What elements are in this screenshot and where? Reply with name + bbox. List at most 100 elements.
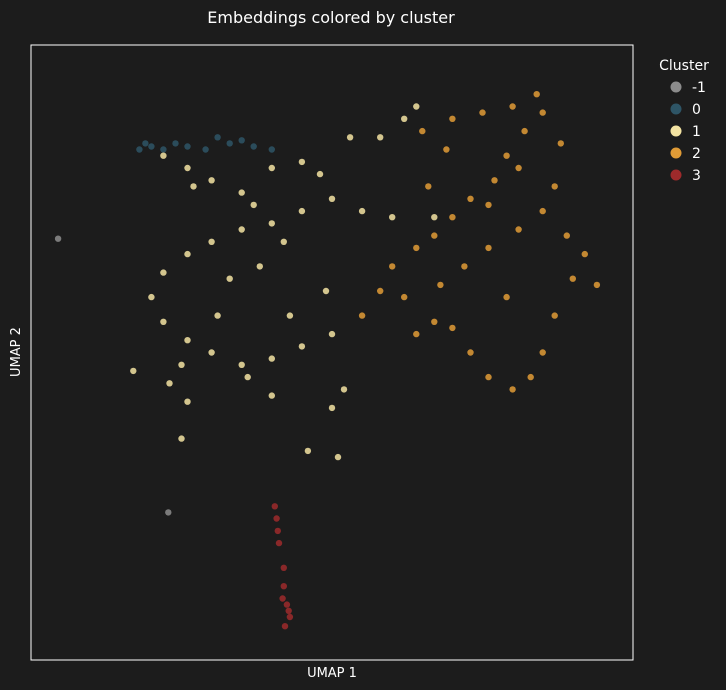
point-cluster-1-16 [184,337,191,344]
series-cluster--1 [54,235,172,516]
point-cluster-0-9 [268,146,275,153]
point-cluster-2-14 [377,287,384,295]
point-cluster-1-15 [160,318,167,325]
point-cluster-3-5 [280,583,287,590]
point-cluster-0-4 [184,143,191,150]
point-cluster-1-7 [328,195,336,202]
point-cluster-1-19 [268,355,275,362]
point-cluster-1-6 [316,170,324,178]
point-cluster-2-8 [491,177,498,184]
point-cluster-1-33 [304,447,312,455]
point-cluster-3-3 [275,539,283,547]
point-cluster-2-24 [569,275,576,282]
legend-marker--1 [670,81,682,93]
point-cluster-2-41 [503,293,510,301]
point-cluster-2-13 [389,263,396,270]
point-cluster-1-1 [184,164,191,172]
point-cluster-2-37 [551,183,558,190]
point-cluster-1-12 [184,250,191,258]
point-cluster-3-2 [274,527,281,535]
point-cluster-2-34 [485,201,492,209]
point-cluster-3-0 [271,503,278,510]
legend-marker-1 [670,125,682,137]
point-cluster-3-8 [281,623,289,630]
point-cluster-2-18 [461,263,468,270]
point-cluster-1-9 [268,220,275,227]
point-cluster-0-11 [214,134,221,141]
point-cluster-1-0 [160,152,167,159]
scatter-points [54,91,601,630]
point-cluster-1-39 [431,214,438,221]
point-cluster-3-6 [283,601,291,608]
point-cluster-1-25 [178,361,185,368]
series-cluster-3 [271,503,294,630]
point-cluster-3-7 [286,613,294,621]
legend-label-1: 1 [692,124,701,140]
point-cluster-0-2 [160,146,167,153]
point-cluster--1-0 [54,235,62,242]
point-cluster-2-0 [419,127,426,135]
point-cluster-0-6 [226,140,233,147]
legend-marker-3 [670,169,682,181]
point-cluster-1-34 [334,453,342,461]
point-cluster-1-36 [322,287,330,295]
legend-marker-2 [670,147,682,159]
point-cluster-1-37 [358,207,366,215]
point-cluster-2-38 [443,146,450,153]
point-cluster-1-42 [413,103,420,110]
point-cluster-0-7 [238,137,245,144]
legend-label--1: -1 [692,80,706,96]
point-cluster-1-17 [208,349,215,356]
point-cluster-2-2 [479,109,486,116]
point-cluster-2-1 [449,115,456,123]
x-axis-label: UMAP 1 [307,666,357,681]
point-cluster-2-33 [413,330,420,338]
point-cluster-1-27 [130,367,137,375]
point-cluster-0-0 [136,146,143,153]
point-cluster-3-4 [280,564,287,571]
point-cluster-1-29 [178,435,185,442]
point-cluster-1-28 [184,398,191,405]
point-cluster-2-36 [557,140,564,147]
point-cluster-2-31 [449,324,456,332]
point-cluster--1-1 [165,509,172,516]
chart-title: Embeddings colored by cluster [207,8,455,27]
point-cluster-1-18 [238,361,245,368]
point-cluster-2-21 [539,207,546,215]
point-cluster-1-40 [377,134,384,141]
point-cluster-1-10 [238,226,245,233]
point-cluster-1-13 [160,269,167,276]
point-cluster-2-9 [467,195,474,202]
point-cluster-2-12 [413,244,420,252]
point-cluster-2-11 [431,232,438,239]
plot-frame [30,44,634,661]
legend-label-3: 3 [692,168,701,184]
point-cluster-1-8 [298,207,306,215]
plot-area [30,44,634,661]
point-cluster-1-20 [298,343,306,350]
point-cluster-0-1 [148,143,155,150]
point-cluster-2-26 [539,349,546,356]
point-cluster-2-40 [593,281,601,289]
point-cluster-2-16 [401,293,408,301]
legend-marker-0 [670,103,682,115]
series-cluster-0 [136,134,275,153]
point-cluster-2-39 [425,183,432,190]
point-cluster-1-38 [389,214,396,221]
legend: Cluster -1 0 1 2 3 [659,58,709,184]
point-cluster-2-35 [515,164,522,172]
point-cluster-0-3 [172,140,179,147]
series-cluster-2 [358,91,601,393]
point-cluster-1-23 [256,263,263,270]
legend-label-2: 2 [692,146,701,162]
point-cluster-2-5 [539,109,546,116]
point-cluster-3-9 [285,607,292,614]
point-cluster-1-11 [208,238,215,245]
point-cluster-1-44 [190,183,197,190]
point-cluster-2-15 [358,312,366,319]
legend-label-0: 0 [692,102,701,118]
point-cluster-1-14 [148,293,155,301]
point-cluster-2-7 [503,152,510,159]
point-cluster-1-3 [238,189,245,196]
